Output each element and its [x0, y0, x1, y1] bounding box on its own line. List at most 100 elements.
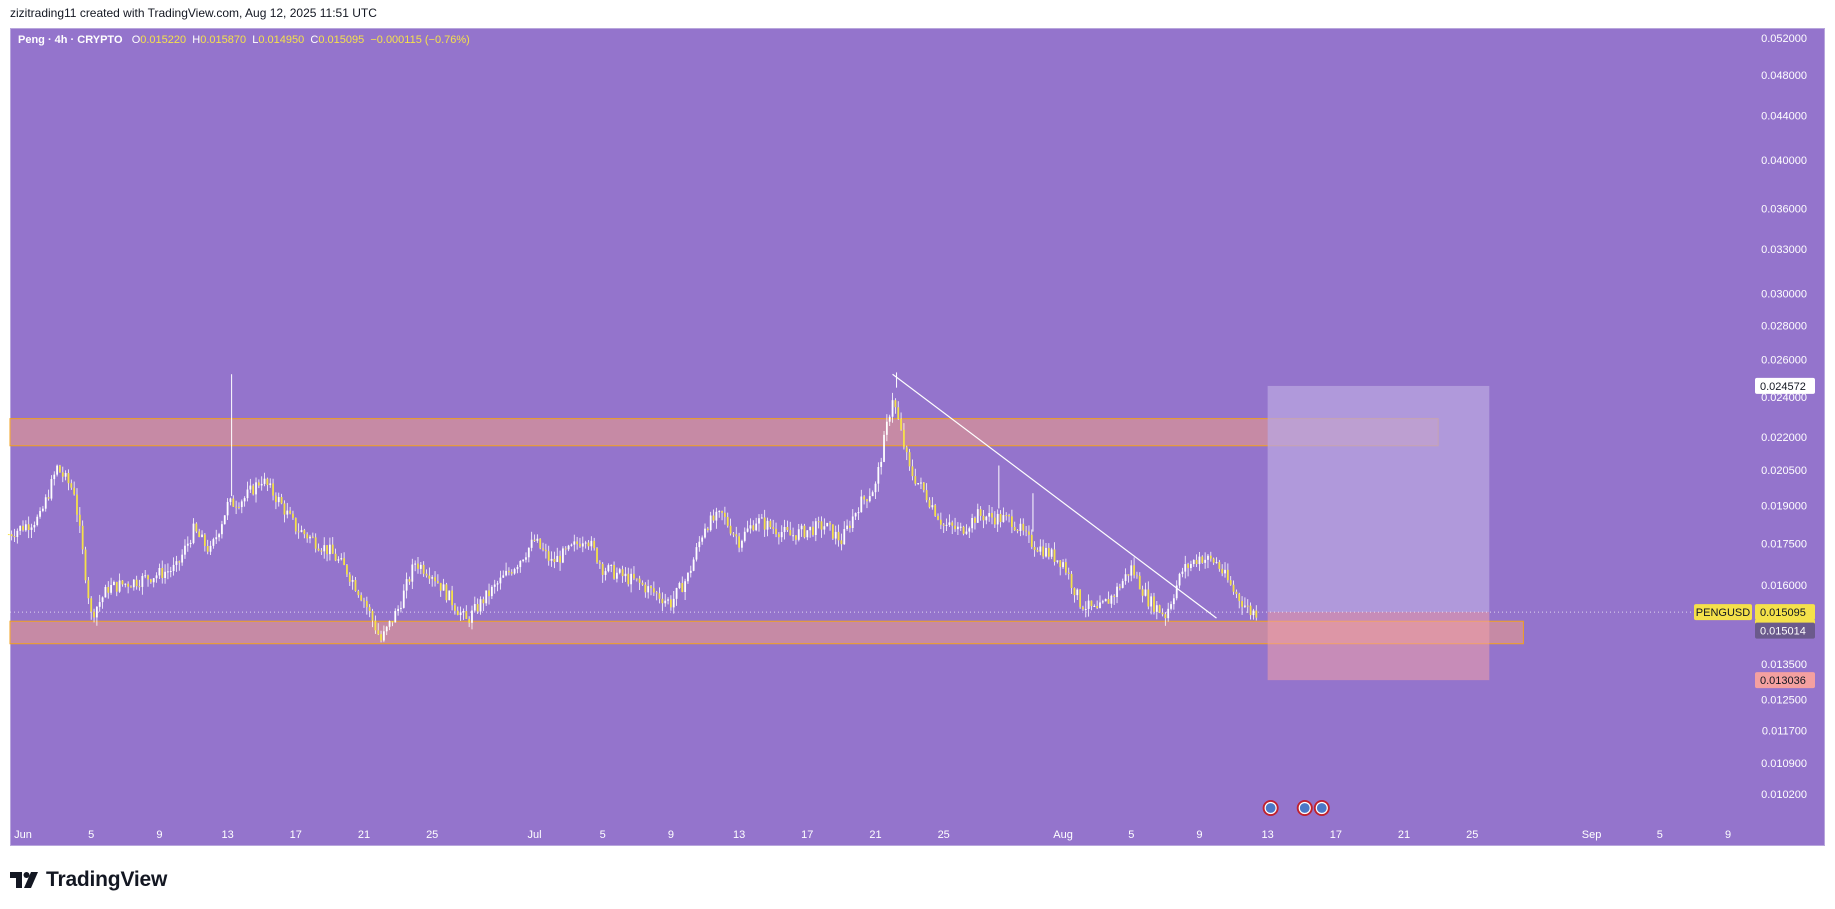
candle-body	[820, 521, 823, 530]
x-tick-label: 25	[938, 829, 950, 841]
candle-body	[803, 525, 806, 538]
candle-body	[726, 516, 729, 526]
candle-body	[539, 538, 542, 549]
candle-body	[1110, 595, 1113, 604]
candle-body	[391, 621, 394, 623]
y-tick-label: 0.010200	[1761, 789, 1807, 801]
legend-change: −0.000115 (−0.76%)	[370, 34, 470, 46]
candle-body	[243, 498, 246, 502]
flag-icon	[1315, 801, 1328, 815]
candle-body	[402, 590, 405, 608]
candle-body	[792, 535, 794, 537]
candle-body	[1133, 565, 1135, 576]
candle-body	[70, 483, 73, 488]
candle-body	[1070, 573, 1073, 589]
candle-body	[235, 506, 238, 508]
candle-body	[670, 599, 672, 608]
candle-body	[658, 593, 661, 599]
candle-body	[459, 612, 462, 616]
candle-body	[959, 526, 962, 528]
candle-body	[479, 599, 482, 612]
candle-body	[809, 526, 812, 531]
candle-body	[920, 482, 922, 484]
candle-body	[715, 511, 718, 521]
tradingview-logo[interactable]: TradingView	[10, 868, 167, 892]
candle-body	[814, 521, 817, 536]
candle-body	[172, 564, 175, 572]
candle-body	[27, 524, 30, 530]
candle-body	[1144, 589, 1147, 596]
candle-body	[601, 563, 604, 575]
candle-body	[556, 555, 559, 563]
candle-body	[30, 527, 33, 530]
candle-body	[439, 582, 442, 591]
candle-body	[147, 575, 149, 580]
candle-body	[755, 523, 758, 531]
candle-body	[1064, 562, 1067, 573]
candle-body	[954, 525, 956, 530]
candle-body	[1164, 614, 1167, 619]
candle-body	[1113, 595, 1116, 598]
candle-body	[519, 561, 522, 568]
candle-body	[272, 483, 274, 496]
legend-low-key: L	[252, 34, 259, 46]
candle-body	[104, 586, 107, 598]
candle-body	[1252, 610, 1255, 616]
candle-body	[738, 536, 740, 548]
candle-body	[1170, 604, 1172, 609]
candle-body	[496, 583, 499, 585]
candle-body	[221, 524, 223, 535]
y-tick-label: 0.016000	[1761, 580, 1807, 592]
candle-body	[729, 525, 732, 534]
y-tick-label: 0.026000	[1761, 355, 1807, 367]
candle-body	[255, 482, 257, 495]
candle-body	[527, 547, 530, 558]
candle-body	[976, 509, 979, 523]
candle-body	[681, 583, 684, 593]
candle-body	[343, 558, 346, 566]
candle-body	[283, 503, 286, 515]
target-box	[1267, 385, 1490, 613]
ohlc-legend: Peng · 4h · CRYPTO O0.015220 H0.015870 L…	[18, 34, 470, 46]
candle-body	[1249, 605, 1252, 616]
candle-body	[422, 564, 425, 574]
flag-icon	[1264, 801, 1277, 815]
candle-body	[448, 590, 451, 601]
legend-open-key: O	[131, 34, 141, 46]
candle-body	[630, 573, 633, 585]
candle-body	[1025, 530, 1028, 532]
candle-body	[917, 483, 920, 485]
candle-body	[149, 579, 152, 583]
candle-body	[33, 524, 36, 528]
candle-body	[155, 575, 158, 579]
candle-body	[141, 575, 144, 587]
candle-body	[1155, 605, 1158, 612]
candle-body	[982, 515, 985, 521]
candle-body	[1087, 600, 1090, 609]
x-tick-label: 25	[426, 829, 438, 841]
candle-body	[1229, 580, 1232, 585]
candle-body	[354, 579, 357, 592]
candle-body	[93, 611, 95, 618]
candle-body	[1073, 588, 1076, 596]
candle-body	[979, 509, 982, 516]
candle-body	[1226, 569, 1229, 581]
y-tick-label: 0.028000	[1761, 320, 1807, 332]
candle-body	[64, 473, 67, 477]
chart-attribution: zizitrading11 created with TradingView.c…	[10, 6, 377, 20]
candle-body	[181, 554, 184, 563]
candle-body	[1002, 515, 1005, 523]
candle-body	[1011, 516, 1013, 527]
legend-open: 0.015220	[140, 34, 187, 46]
x-tick-label: 5	[1128, 829, 1134, 841]
candle-body	[1175, 585, 1178, 599]
candle-body	[212, 539, 215, 546]
candle-body	[388, 621, 391, 627]
candle-body	[593, 540, 596, 549]
candle-body	[167, 571, 169, 573]
candle-body	[579, 543, 581, 547]
candle-body	[411, 564, 414, 582]
candle-body	[184, 545, 186, 555]
candle-body	[309, 536, 311, 539]
